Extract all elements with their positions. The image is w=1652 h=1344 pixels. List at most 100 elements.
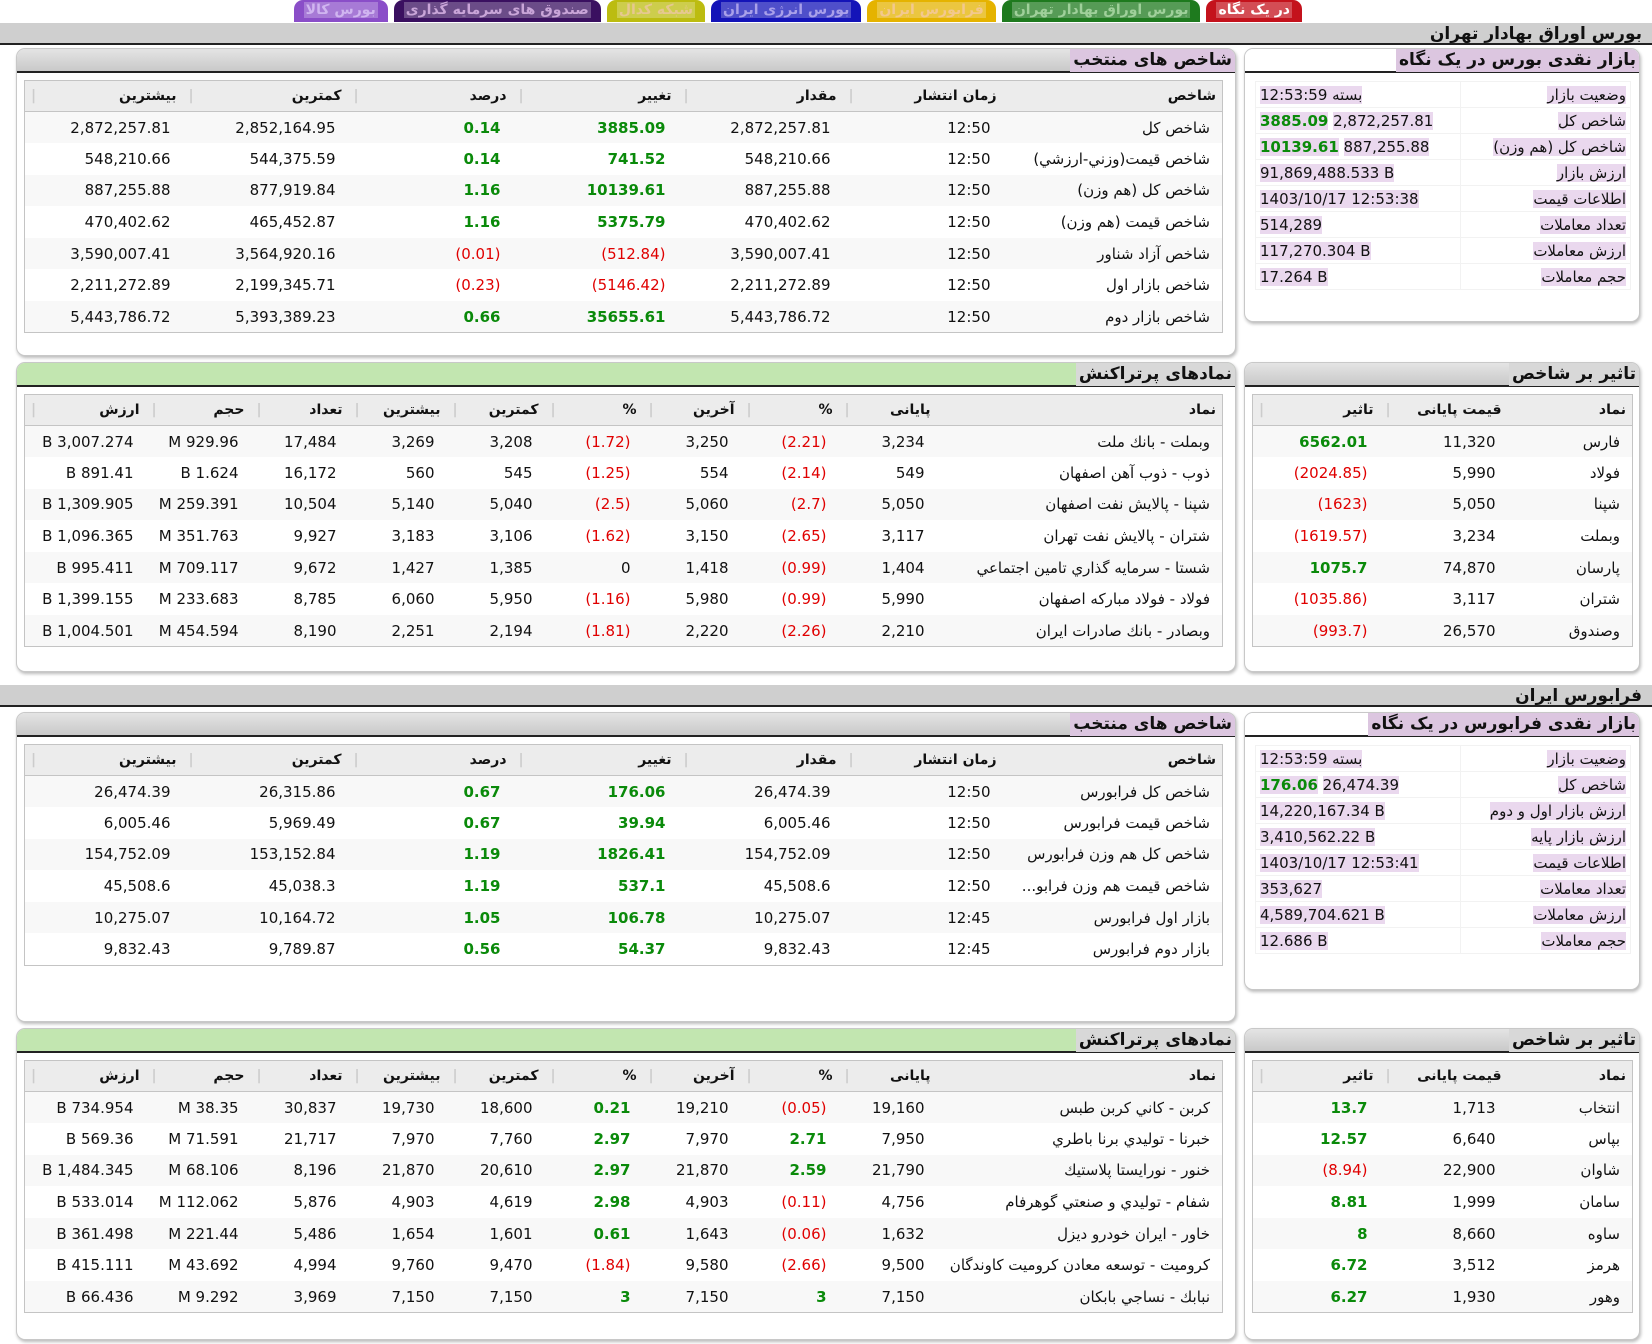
table-row[interactable]: وبملت 3,234 (1619.57) bbox=[1253, 520, 1633, 552]
table-row[interactable]: وبملت - بانك ملت 3,234 (2.21) 3,250 (1.72) 3,… bbox=[24, 425, 1223, 458]
table-cell: 3,106 bbox=[489, 527, 533, 546]
table-cell: 415.111 B bbox=[56, 1256, 134, 1275]
column-header[interactable]: | پایانی bbox=[838, 1060, 937, 1092]
table-row[interactable]: شاخص بازار اول 12:50 2,211,272.89 (5146.42)… bbox=[25, 269, 1223, 301]
column-header[interactable]: | زمان انتشار bbox=[842, 80, 1003, 112]
tab-6[interactable]: بورس کالا bbox=[293, 0, 388, 22]
table-row[interactable]: خنور - نورايستا پلاستيك 21,790 2.59 21,870 2… bbox=[24, 1154, 1223, 1187]
column-header[interactable]: |% bbox=[544, 1060, 643, 1092]
column-header[interactable]: | ارزش bbox=[24, 394, 146, 426]
table-row[interactable]: خبرنا - توليدي برنا باطري 7,950 2.71 7,970 2… bbox=[25, 1123, 1223, 1155]
column-header[interactable]: | حجم bbox=[145, 1060, 251, 1092]
tab-0[interactable]: در یک نگاه bbox=[1206, 0, 1302, 22]
tehran-active-symbols-panel: نمادهای پرتراکنش نماد | پایانی |% | آخرین |% | ک… bbox=[16, 362, 1236, 672]
column-header[interactable]: | تاثیر bbox=[1252, 1060, 1380, 1092]
column-header[interactable]: نماد bbox=[936, 1060, 1223, 1092]
column-header[interactable]: | کمترین bbox=[182, 80, 348, 112]
label-text: ارزش بازار پایه bbox=[1531, 827, 1626, 846]
table-row[interactable]: كربن - كاني كربن طبس 19,160 (0.05) 19,210 0.… bbox=[24, 1091, 1223, 1124]
table-row[interactable]: شپنا - پالايش نفت اصفهان 5,050 (2.7) 5,060(… bbox=[24, 488, 1223, 521]
summary-label: ارزش بازار اول و دوم bbox=[1460, 797, 1631, 824]
column-header[interactable]: | کمترین bbox=[182, 744, 348, 776]
table-row[interactable]: بپاس 6,640 12.57 bbox=[1253, 1123, 1633, 1155]
table-row[interactable]: فولاد 5,990 (2024.85) bbox=[1253, 457, 1633, 489]
table-row[interactable]: شتران 3,117 (1035.86) bbox=[1253, 583, 1633, 615]
table-row[interactable]: خاور - ايران خودرو ديزل 1,632 (0.06) 1,643 0… bbox=[24, 1217, 1223, 1250]
column-header[interactable]: | پایانی bbox=[838, 394, 937, 426]
table-row[interactable]: شاخص کل (هم وزن) 12:50 887,255.88 10139.61 1… bbox=[24, 174, 1223, 207]
column-header[interactable]: | آخرین bbox=[642, 1060, 741, 1092]
table-cell: 0.66 bbox=[347, 301, 513, 333]
column-header[interactable]: | تغییر bbox=[512, 744, 678, 776]
table-row[interactable]: شفام - توليدي و صنعتي گوهرفام 4,756 (0.11)… bbox=[25, 1186, 1223, 1218]
column-header[interactable]: |% bbox=[740, 1060, 839, 1092]
table-row[interactable]: انتخاب 1,713 13.7 bbox=[1252, 1091, 1633, 1124]
column-header[interactable]: | بیشترین bbox=[24, 80, 183, 112]
table-row[interactable]: وصندوق 26,570 (993.7) bbox=[1252, 615, 1633, 647]
table-row[interactable]: شاخص کل 12:50 2,872,257.81 3885.09 0.14 2,852… bbox=[24, 111, 1223, 144]
column-header[interactable]: | تعداد bbox=[250, 394, 349, 426]
table-row[interactable]: شستا - سرمايه گذاري تامين اجتماعي 1,404 (0… bbox=[24, 551, 1223, 584]
table-row[interactable]: شاخص قیمت هم وزن فرابو... 12:50 45,508.6 53… bbox=[25, 870, 1223, 902]
tab-1[interactable]: بورس اوراق بهادار تهران bbox=[1001, 0, 1201, 22]
section-title-tehran: بورس اوراق بهادار تهران bbox=[0, 23, 1652, 45]
column-header[interactable]: | درصد bbox=[347, 744, 513, 776]
column-header[interactable]: | قیمت پایانی bbox=[1379, 394, 1508, 426]
table-row[interactable]: شاخص قیمت(وزني-ارزشي) 12:50 548,210.66 741.… bbox=[25, 143, 1223, 175]
table-row[interactable]: ذوب - ذوب آهن اصفهان 549 (2.14) 554 (1.25) 54… bbox=[25, 457, 1223, 489]
table-cell: 5,393,389.23 bbox=[182, 301, 348, 333]
column-header[interactable]: نماد bbox=[1507, 394, 1633, 426]
table-row[interactable]: شپنا 5,050 (1623) bbox=[1252, 488, 1633, 521]
table-row[interactable]: شاخص آزاد شناور 12:50 3,590,007.41 (512.84)… bbox=[24, 237, 1223, 270]
table-row[interactable]: شتران - پالايش نفت تهران 3,117 (2.65) 3,150… bbox=[25, 520, 1223, 552]
table-row[interactable]: فارس 11,320 6562.01 bbox=[1252, 425, 1633, 458]
column-header[interactable]: شاخص bbox=[1002, 80, 1223, 112]
column-header[interactable]: نماد bbox=[936, 394, 1223, 426]
column-header[interactable]: | بیشترین bbox=[348, 1060, 447, 1092]
column-header[interactable]: | درصد bbox=[347, 80, 513, 112]
summary-row: شاخص کل (هم وزن) 10139.61 887,255.88 bbox=[1255, 133, 1631, 160]
column-header[interactable]: |% bbox=[544, 394, 643, 426]
tab-2[interactable]: فرابورس ایران bbox=[867, 0, 996, 22]
table-row[interactable]: شاوان 22,900 (8.94) bbox=[1252, 1154, 1633, 1187]
column-header[interactable]: | تغییر bbox=[512, 80, 678, 112]
tab-3[interactable]: بورس انرژی ایران bbox=[711, 0, 862, 22]
table-row[interactable]: سامان 1,999 8.81 bbox=[1253, 1186, 1633, 1218]
column-header[interactable]: | تاثیر bbox=[1252, 394, 1380, 426]
column-header[interactable]: | مقدار bbox=[677, 80, 843, 112]
table-row[interactable]: فولاد - فولاد مباركه اصفهان 5,990 (0.99) 5,… bbox=[25, 583, 1223, 615]
column-header[interactable]: | ارزش bbox=[24, 1060, 146, 1092]
column-header[interactable]: نماد bbox=[1507, 1060, 1633, 1092]
column-header[interactable]: | آخرین bbox=[642, 394, 741, 426]
column-header[interactable]: |% bbox=[740, 394, 839, 426]
table-row[interactable]: شاخص کل هم وزن فرابورس 12:50 154,752.09 182… bbox=[24, 838, 1223, 871]
table-cell: 2,199,345.71 bbox=[235, 276, 336, 295]
tab-5[interactable]: صندوق های سرمایه گذاری bbox=[393, 0, 601, 22]
table-row[interactable]: وهور 1,930 6.27 bbox=[1252, 1281, 1633, 1313]
table-row[interactable]: نبابك - نساجي بابكان 7,150 3 7,150 3 7,150 7,1… bbox=[24, 1281, 1223, 1313]
column-header[interactable]: | مقدار bbox=[677, 744, 843, 776]
table-row[interactable]: شاخص بازار دوم 12:50 5,443,786.72 35655.61 0… bbox=[24, 301, 1223, 333]
table-row[interactable]: وبصادر - بانك صادرات ايران 2,210 (2.26) 2,2… bbox=[24, 615, 1223, 647]
column-header[interactable]: | بیشترین bbox=[348, 394, 447, 426]
column-header[interactable]: | کمترین bbox=[446, 1060, 545, 1092]
table-row[interactable]: بازار دوم فرابورس 12:45 9,832.43 54.37 0.56 9… bbox=[25, 933, 1223, 965]
table-row[interactable]: ساوه 8,660 8 bbox=[1252, 1217, 1633, 1250]
column-header[interactable]: | تعداد bbox=[250, 1060, 349, 1092]
tab-4[interactable]: شبکه کدال bbox=[606, 0, 705, 22]
column-header[interactable]: | بیشترین bbox=[24, 744, 183, 776]
table-row[interactable]: شاخص قیمت فرابورس 12:50 6,005.46 39.94 0.67 5… bbox=[25, 807, 1223, 839]
table-row[interactable]: هرمز 3,512 6.72 bbox=[1253, 1249, 1633, 1281]
table-row[interactable]: كروميت - توسعه معادن كروميت كاوندگان 9,50… bbox=[25, 1249, 1223, 1281]
table-row[interactable]: شاخص قیمت (هم وزن) 12:50 470,402.62 5375.79… bbox=[25, 206, 1223, 238]
table-cell: 26,474.39 bbox=[677, 775, 843, 808]
table-row[interactable]: بازار اول فرابورس 12:45 10,275.07 106.78 1.0… bbox=[24, 901, 1223, 934]
column-header[interactable]: | قیمت پایانی bbox=[1379, 1060, 1508, 1092]
table-row[interactable]: پارسان 74,870 1075.7 bbox=[1252, 551, 1633, 584]
header-label: بیشترین bbox=[383, 1068, 441, 1084]
table-row[interactable]: شاخص کل فرابورس 12:50 26,474.39 176.06 0.67 2… bbox=[24, 775, 1223, 808]
column-header[interactable]: | حجم bbox=[145, 394, 251, 426]
column-header[interactable]: | کمترین bbox=[446, 394, 545, 426]
column-header[interactable]: | زمان انتشار bbox=[842, 744, 1003, 776]
column-header[interactable]: شاخص bbox=[1002, 744, 1223, 776]
